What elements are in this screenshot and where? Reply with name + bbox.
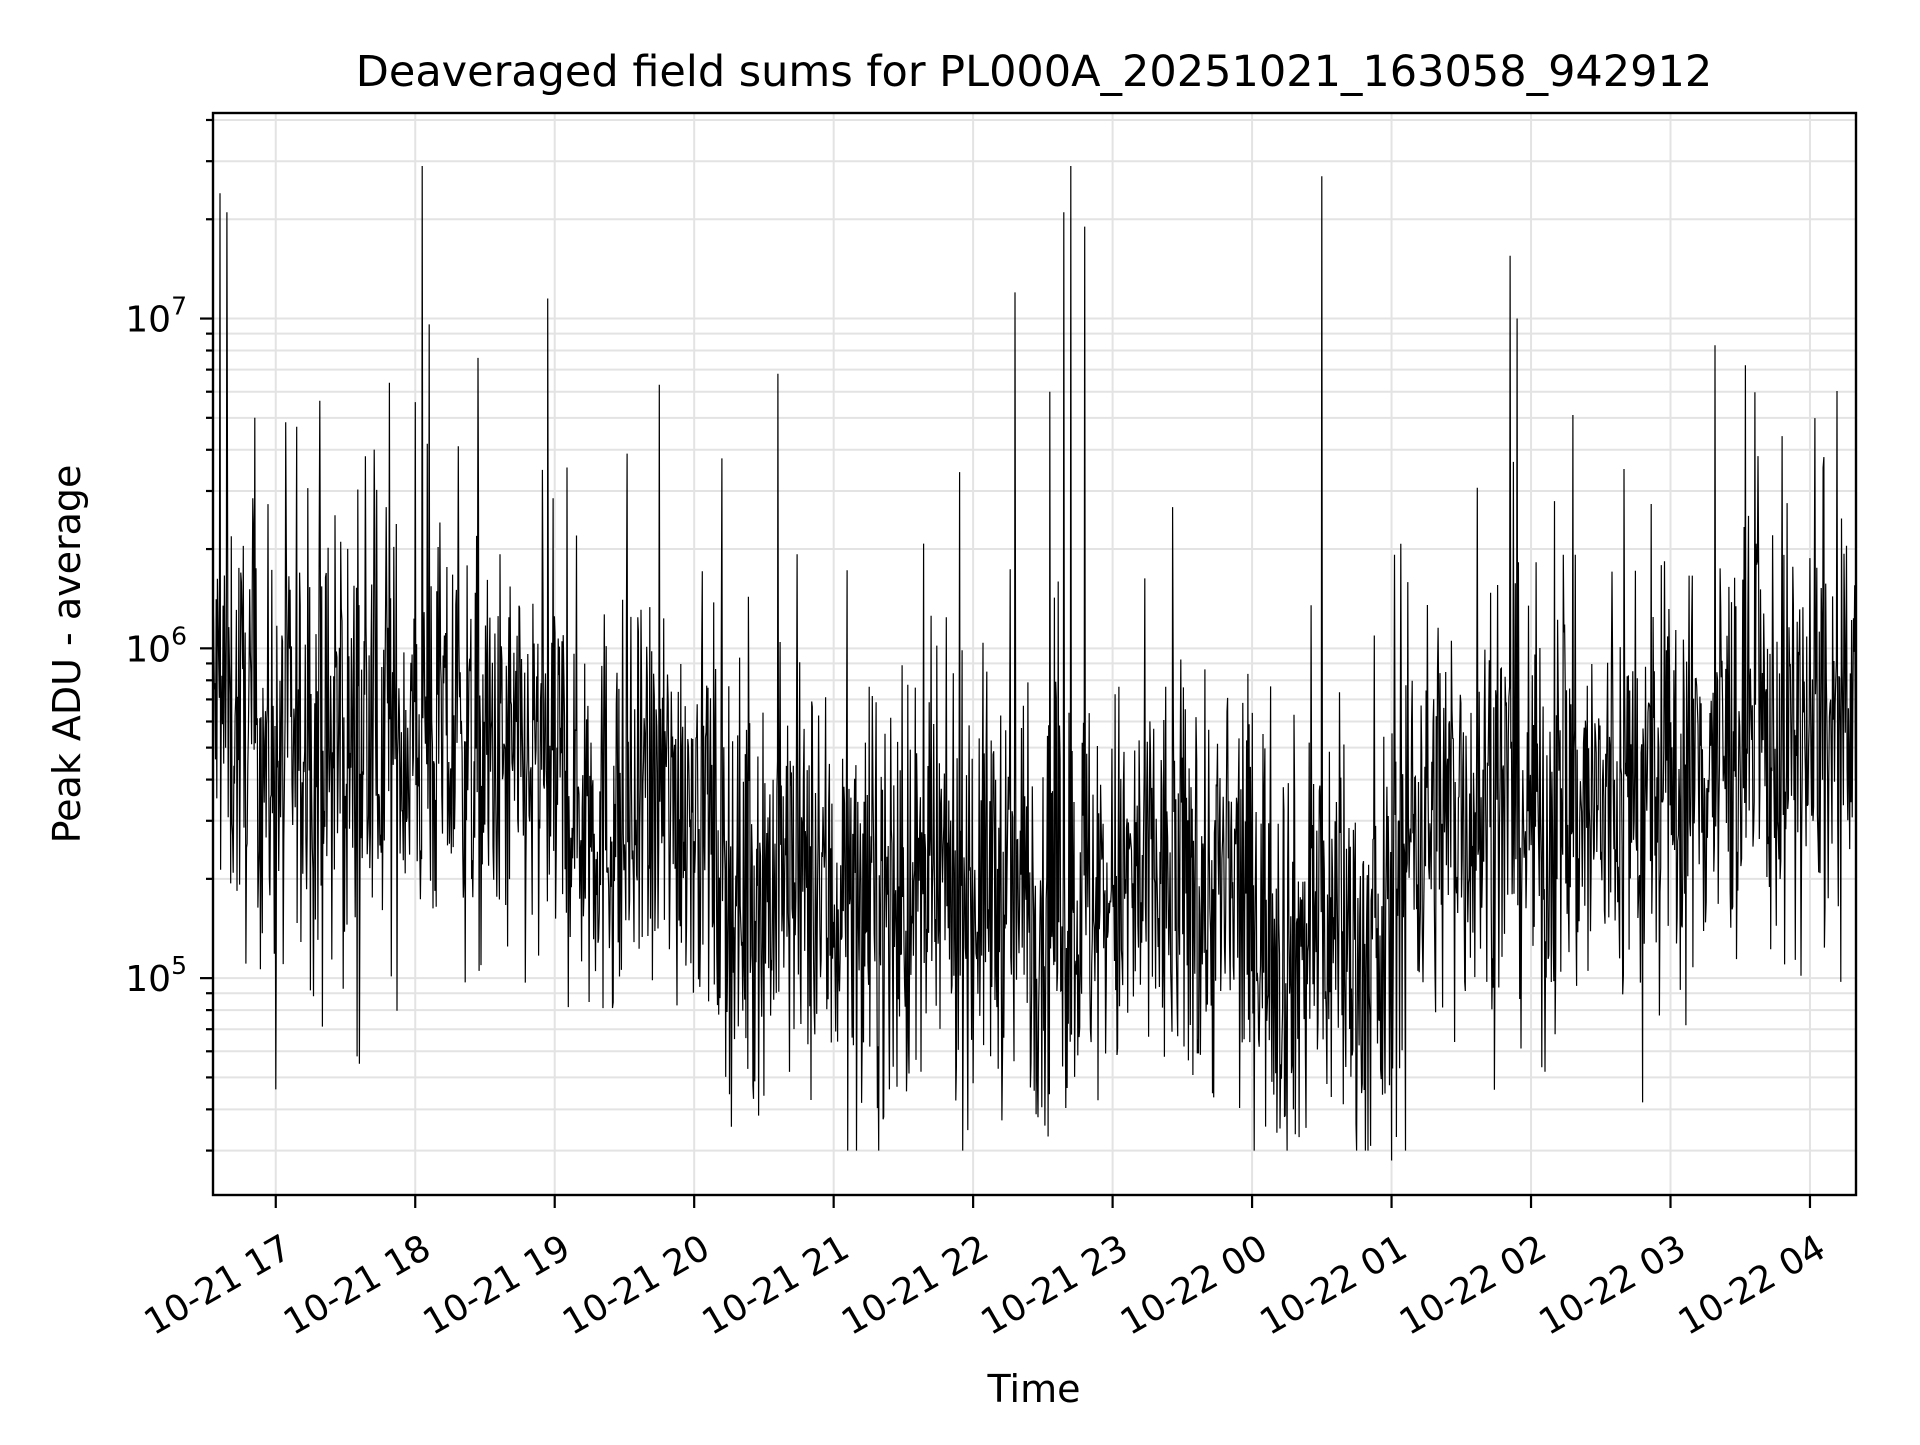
chart-title: Deaveraged field sums for PL000A_2025102…: [356, 47, 1712, 97]
plot-frame: [211, 111, 1858, 1197]
y-axis-label: Peak ADU - average: [45, 465, 89, 844]
y-tick-label: 106: [125, 621, 187, 670]
data-series-line: [212, 165, 1857, 1161]
y-tick-label: 107: [125, 292, 187, 341]
x-axis-label: Time: [987, 1367, 1081, 1411]
series-layer: [212, 165, 1857, 1161]
y-tick-label: 105: [125, 951, 187, 1000]
